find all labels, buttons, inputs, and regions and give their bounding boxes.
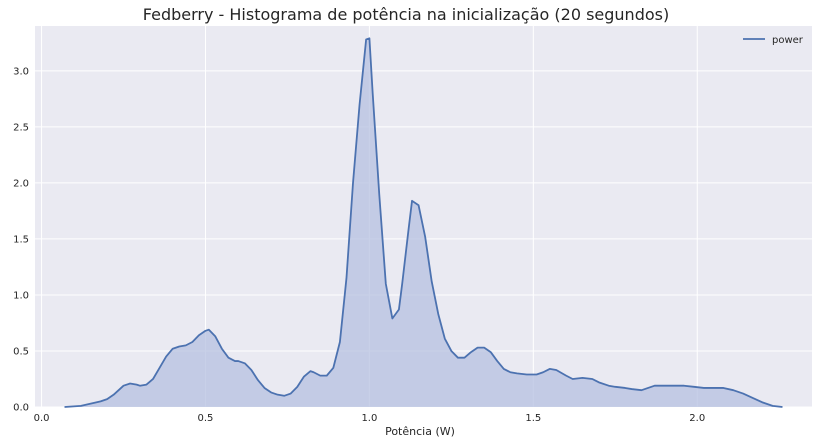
x-axis-label: Potência (W)	[385, 425, 455, 438]
series-fill-power	[64, 38, 783, 407]
y-tick-label: 1.5	[13, 234, 29, 245]
series-area	[64, 37, 783, 408]
y-tick-label: 0.5	[13, 346, 29, 357]
chart-title: Fedberry - Histograma de potência na ini…	[143, 5, 669, 24]
series-line-power	[64, 37, 783, 408]
legend-box	[736, 30, 808, 50]
legend-label-power: power	[772, 35, 804, 46]
y-tick-label: 1.0	[13, 290, 29, 301]
y-tick-label: 2.0	[13, 178, 29, 189]
x-tick-label: 1.5	[525, 413, 541, 424]
x-tick-label: 2.0	[689, 413, 705, 424]
x-tick-labels: 0.0 0.5 1.0 1.5 2.0	[34, 413, 706, 424]
x-tick-label: 0.0	[34, 413, 50, 424]
y-tick-label: 2.5	[13, 122, 29, 133]
y-tick-label: 0.0	[13, 403, 29, 414]
x-tick-label: 0.5	[198, 413, 214, 424]
legend: power	[736, 30, 808, 50]
x-tick-label: 1.0	[361, 413, 377, 424]
y-tick-label: 3.0	[13, 66, 29, 77]
y-tick-labels: 0.0 0.5 1.0 1.5 2.0 2.5 3.0	[13, 66, 29, 413]
